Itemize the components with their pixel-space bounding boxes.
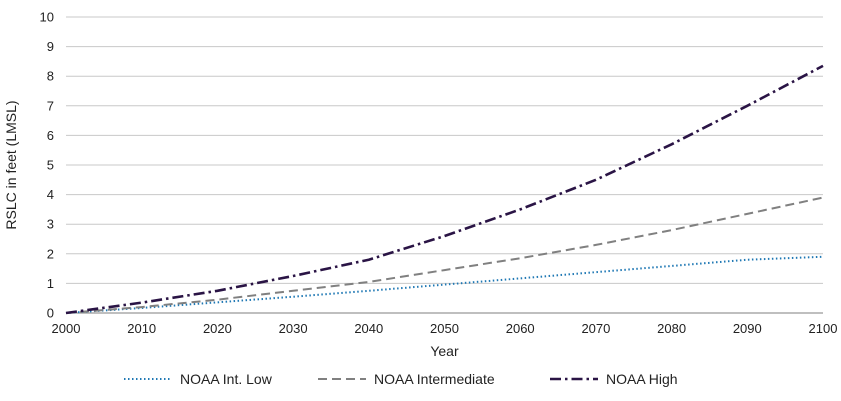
x-tick-label: 2030 — [279, 321, 308, 336]
series-line-noaa-intermediate — [65, 196, 824, 314]
y-tick-label: 2 — [47, 246, 54, 261]
y-axis-title: RSLC in feet (LMSL) — [3, 100, 19, 229]
x-tick-label: 2040 — [354, 321, 383, 336]
x-tick-label: 2010 — [127, 321, 156, 336]
y-tick-label: 6 — [47, 128, 54, 143]
x-tick-label: 2060 — [506, 321, 535, 336]
y-tick-label: 10 — [40, 10, 54, 25]
gridlines — [66, 16, 823, 284]
y-tick-label: 1 — [47, 276, 54, 291]
x-tick-label: 2020 — [203, 321, 232, 336]
y-tick-label: 9 — [47, 39, 54, 54]
x-tick-label: 2000 — [52, 321, 81, 336]
x-tick-label: 2100 — [809, 321, 838, 336]
legend-label: NOAA High — [606, 371, 678, 387]
x-tick-label: 2090 — [733, 321, 762, 336]
x-tick-label: 2070 — [581, 321, 610, 336]
series-line-noaa-int-low — [65, 255, 824, 314]
x-axis-title: Year — [430, 343, 459, 359]
y-tick-label: 8 — [47, 69, 54, 84]
x-axis-ticks: 2000 2010 2020 2030 2040 2050 2060 2070 2080 2090… — [52, 321, 838, 336]
legend-label: NOAA Int. Low — [180, 371, 273, 387]
y-tick-label: 7 — [47, 98, 54, 113]
y-tick-label: 0 — [47, 306, 54, 321]
series-line-noaa-high — [65, 64, 824, 315]
legend: NOAA Int. Low NOAA Intermediate NOAA High — [124, 371, 678, 387]
y-tick-label: 3 — [47, 217, 54, 232]
x-tick-label: 2080 — [657, 321, 686, 336]
x-tick-label: 2050 — [430, 321, 459, 336]
y-tick-label: 4 — [47, 187, 54, 202]
series-lines — [65, 64, 824, 315]
y-axis-ticks: 0 1 2 3 4 5 6 7 8 9 10 — [40, 10, 54, 321]
y-tick-label: 5 — [47, 158, 54, 173]
legend-label: NOAA Intermediate — [374, 371, 495, 387]
